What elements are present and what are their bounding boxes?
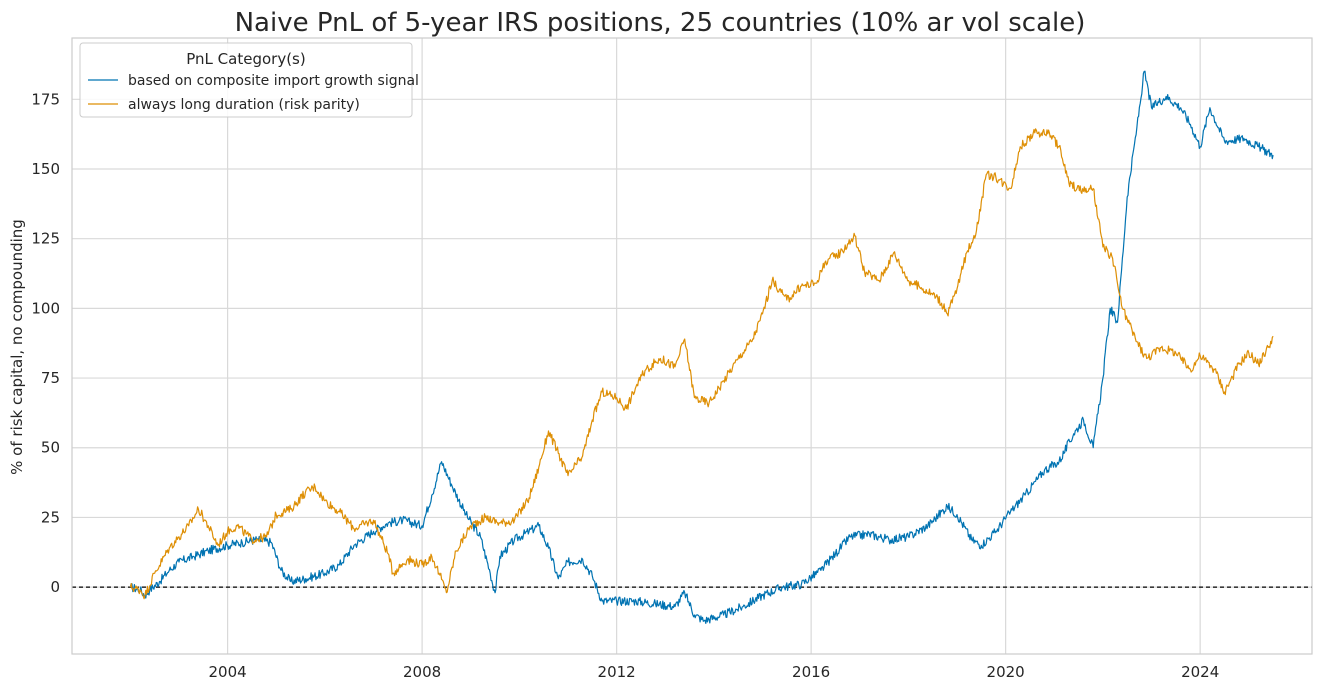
y-tick-label-25: 25: [41, 508, 60, 526]
x-axis-ticks: 2004 2008 2012 2016 2020 2024: [209, 663, 1220, 681]
x-tick-label-2016: 2016: [792, 663, 830, 681]
y-tick-label-50: 50: [41, 439, 60, 457]
series-line-risk-parity: [129, 128, 1274, 600]
legend-label-risk-parity: always long duration (risk parity): [128, 97, 360, 113]
x-tick-label-2008: 2008: [403, 663, 441, 681]
x-tick-label-2004: 2004: [209, 663, 247, 681]
x-tick-label-2020: 2020: [987, 663, 1025, 681]
y-tick-label-125: 125: [31, 230, 60, 248]
x-tick-label-2024: 2024: [1181, 663, 1219, 681]
y-tick-label-150: 150: [31, 160, 60, 178]
y-axis-label: % of risk capital, no compounding: [8, 219, 26, 475]
grid-lines: [72, 38, 1312, 654]
chart-title: Naive PnL of 5-year IRS positions, 25 co…: [235, 8, 1086, 38]
plot-area: [72, 38, 1312, 654]
legend: PnL Category(s) based on composite impor…: [79, 42, 419, 118]
plot-frame: [71, 37, 1313, 655]
legend-title: PnL Category(s): [186, 50, 305, 68]
plot-border: [71, 37, 1313, 655]
y-axis-ticks: 0 25 50 75 100 125 150 175: [31, 90, 60, 596]
series-line-composite-import-growth: [129, 70, 1274, 625]
y-tick-label-0: 0: [50, 578, 60, 596]
legend-box: [79, 42, 413, 118]
series-lines: [129, 70, 1274, 625]
legend-label-composite: based on composite import growth signal: [128, 73, 419, 89]
y-tick-label-175: 175: [31, 90, 60, 108]
y-tick-label-100: 100: [31, 299, 60, 317]
x-tick-label-2012: 2012: [598, 663, 636, 681]
y-tick-label-75: 75: [41, 369, 60, 387]
